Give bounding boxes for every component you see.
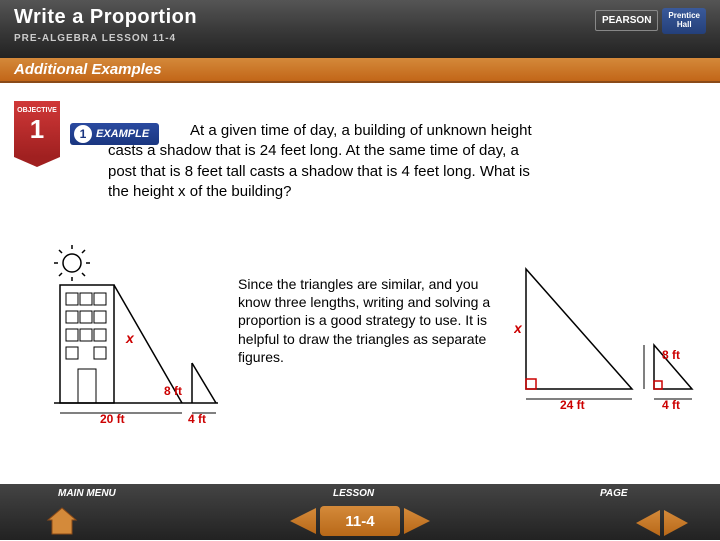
header-bar: Write a Proportion PRE-ALGEBRA LESSON 11…: [0, 0, 720, 58]
page-prev-button[interactable]: [636, 510, 660, 536]
home-icon[interactable]: [44, 506, 80, 536]
lesson-prev-button[interactable]: [290, 508, 316, 534]
brand-line2: Hall: [668, 21, 700, 30]
svg-text:20 ft: 20 ft: [100, 412, 125, 426]
lesson-label: PRE-ALGEBRA LESSON 11-4: [14, 33, 706, 44]
x-label: x: [125, 330, 135, 346]
pearson-text: PEARSON: [595, 10, 658, 31]
additional-examples-bar: Additional Examples: [0, 58, 720, 83]
page-next-button[interactable]: [664, 510, 688, 536]
prentice-hall-logo: Prentice Hall: [662, 8, 706, 34]
svg-text:8 ft: 8 ft: [662, 348, 680, 362]
strategy-text: Since the triangles are similar, and you…: [238, 275, 498, 366]
footer-main-menu-label: MAIN MENU: [58, 488, 116, 499]
footer-bar: MAIN MENU LESSON PAGE 11-4: [0, 484, 720, 540]
page-nav: [636, 510, 688, 536]
content-area: OBJECTIVE 1 1 EXAMPLE At a given time of…: [0, 83, 720, 483]
diagram-building: x 8 ft 20 ft 4 ft: [44, 245, 222, 435]
objective-label: OBJECTIVE: [14, 101, 60, 114]
svg-text:4 ft: 4 ft: [662, 398, 680, 412]
lesson-number-badge[interactable]: 11-4: [320, 506, 400, 536]
svg-text:x: x: [514, 320, 523, 336]
svg-text:8 ft: 8 ft: [164, 384, 182, 398]
footer-page-label: PAGE: [600, 488, 628, 499]
publisher-logo: PEARSON Prentice Hall: [595, 8, 706, 34]
example-number: 1: [74, 125, 92, 143]
svg-text:4 ft: 4 ft: [188, 412, 206, 426]
objective-number: 1: [14, 114, 60, 145]
objective-banner: OBJECTIVE 1: [14, 101, 60, 157]
lesson-next-button[interactable]: [404, 508, 430, 534]
svg-text:24 ft: 24 ft: [560, 398, 585, 412]
problem-text: At a given time of day, a building of un…: [108, 121, 548, 202]
diagram-triangles: x 24 ft 8 ft 4 ft: [514, 259, 702, 429]
footer-lesson-label: LESSON: [333, 488, 374, 499]
